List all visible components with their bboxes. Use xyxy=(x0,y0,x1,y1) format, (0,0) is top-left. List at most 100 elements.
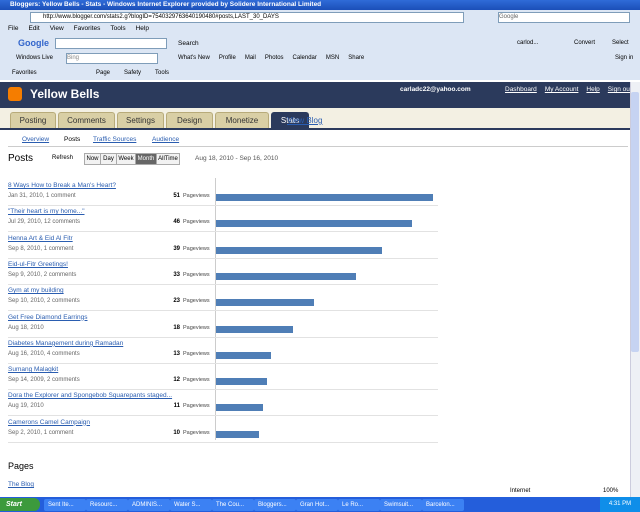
fav-item[interactable]: Tools xyxy=(155,70,170,76)
sign-in[interactable]: Sign in xyxy=(615,55,634,61)
pageview-unit: Pageviews xyxy=(183,245,210,252)
post-title[interactable]: "Their heart is my home..." xyxy=(8,208,85,216)
post-title[interactable]: 8 Ways How to Break a Man's Heart? xyxy=(8,182,116,189)
task-item[interactable]: Water S... xyxy=(170,499,212,511)
post-title[interactable]: Eid-ul-Fitr Greetings! xyxy=(8,260,68,268)
live-item[interactable]: Mail xyxy=(244,55,256,61)
post-title[interactable]: Get Free Diamond Earrings xyxy=(8,313,88,321)
pageview-count: 18 xyxy=(173,324,180,331)
menu-item[interactable]: Tools xyxy=(110,25,126,32)
row-rule xyxy=(8,257,438,259)
post-title[interactable]: Sumang Malagkit xyxy=(8,366,59,374)
favorites[interactable]: Favorites xyxy=(12,70,37,76)
bar xyxy=(216,194,433,201)
range-button[interactable]: Now xyxy=(84,153,101,165)
convert[interactable]: Convert xyxy=(574,40,596,46)
range-button[interactable]: Month xyxy=(135,153,157,165)
header-link[interactable]: My Account xyxy=(544,86,579,93)
tab[interactable]: Design xyxy=(166,112,213,128)
bar xyxy=(216,299,314,307)
task-item[interactable]: Bloggers... xyxy=(254,499,296,511)
range-button[interactable]: Day xyxy=(100,153,117,165)
window-title: Bloggers: Yellow Bells - Stats - Windows… xyxy=(10,1,322,8)
live-item[interactable]: Photos xyxy=(264,55,284,61)
bar xyxy=(216,378,267,386)
live-brand: Windows Live xyxy=(16,55,54,61)
user: carlod... xyxy=(517,40,539,46)
pageview-unit: Pageviews xyxy=(183,324,210,331)
tab[interactable]: Stats xyxy=(271,112,309,128)
tab[interactable]: Posting xyxy=(10,112,56,128)
chart-area xyxy=(215,178,438,440)
pageview-count: 39 xyxy=(173,245,180,252)
live-input[interactable]: Bing xyxy=(66,53,158,64)
live-item[interactable]: MSN xyxy=(325,55,340,61)
bar xyxy=(216,246,382,254)
view-blog[interactable]: View Blog xyxy=(287,116,323,125)
posts-heading: Posts xyxy=(8,153,34,164)
live-item[interactable]: Calendar xyxy=(292,55,317,61)
menu-item[interactable]: File xyxy=(8,25,19,32)
task-item[interactable]: The Cou... xyxy=(212,499,254,511)
search-box[interactable]: Google xyxy=(498,12,630,23)
task-item[interactable]: Sent Ite... xyxy=(44,499,86,511)
post-meta: Sep 10, 2010, 2 comments xyxy=(8,298,80,305)
pageview-unit: Pageviews xyxy=(183,403,210,410)
google-search[interactable]: Search xyxy=(178,40,199,47)
row-rule xyxy=(8,415,438,417)
fav-item[interactable]: Safety xyxy=(124,70,142,76)
header-link[interactable]: Dashboard xyxy=(505,86,537,93)
post-title[interactable]: Henna Art & Eid Al Fitr xyxy=(8,234,73,242)
tab[interactable]: Comments xyxy=(58,112,115,128)
pageview-count: 51 xyxy=(173,193,180,199)
pageview-unit: Pageviews xyxy=(183,298,210,305)
post-title[interactable]: Gym at my building xyxy=(8,287,64,295)
subtab[interactable]: Traffic Sources xyxy=(93,136,137,143)
scroll-thumb[interactable] xyxy=(631,92,639,352)
pageview-count: 12 xyxy=(173,377,180,384)
menu-item[interactable]: Help xyxy=(135,25,149,32)
address-bar[interactable]: http://www.blogger.com/stats2.g?blogID=7… xyxy=(30,12,464,23)
pageview-count: 23 xyxy=(173,298,180,305)
bar xyxy=(216,272,357,280)
task-item[interactable]: ADMINIS... xyxy=(128,499,170,511)
task-item[interactable]: Swimsuit... xyxy=(380,499,422,511)
live-item[interactable]: What's New xyxy=(178,55,210,61)
live-item[interactable]: Profile xyxy=(218,55,236,61)
live-item[interactable]: Share xyxy=(348,55,365,61)
date-range: Aug 18, 2010 - Sep 16, 2010 xyxy=(195,155,279,162)
header-link[interactable]: Sign out xyxy=(607,86,632,93)
subtab[interactable]: Audience xyxy=(152,136,180,143)
google-input[interactable] xyxy=(55,38,167,49)
pageview-unit: Pageviews xyxy=(183,377,210,384)
post-meta: Sep 8, 2010, 1 comment xyxy=(8,245,74,252)
task-item[interactable]: Resourc... xyxy=(86,499,128,511)
blog-name: Yellow Bells xyxy=(30,87,100,101)
task-item[interactable]: Barcelon... xyxy=(422,499,464,511)
post-title[interactable]: Diabetes Management during Ramadan xyxy=(8,339,124,347)
page-link[interactable]: The Blog xyxy=(8,481,35,488)
menu-item[interactable]: Favorites xyxy=(73,25,101,32)
post-meta: Aug 16, 2010, 4 comments xyxy=(8,350,80,357)
subtab[interactable]: Overview xyxy=(22,136,50,143)
pageview-count: 13 xyxy=(173,350,180,357)
header-link[interactable]: Help xyxy=(586,86,600,93)
subtab[interactable]: Posts xyxy=(64,136,81,143)
post-title[interactable]: Dora the Explorer and Spongebob Squarepa… xyxy=(8,392,173,400)
pageview-count: 10 xyxy=(173,429,180,436)
subtab-rule xyxy=(8,146,628,147)
task-item[interactable]: Le Ro... xyxy=(338,499,380,511)
menu-item[interactable]: View xyxy=(49,25,64,32)
bar xyxy=(216,404,263,412)
start-button[interactable]: Start xyxy=(0,498,40,511)
post-title[interactable]: Camerons Camel Campaign xyxy=(8,418,91,426)
range-button[interactable]: AllTime xyxy=(156,153,180,165)
fav-item[interactable]: Page xyxy=(96,70,111,76)
task-item[interactable]: Gran Hot... xyxy=(296,499,338,511)
range-button[interactable]: Week xyxy=(116,153,136,165)
tab[interactable]: Monetize xyxy=(215,112,269,128)
refresh[interactable]: Refresh xyxy=(52,155,74,161)
menu-item[interactable]: Edit xyxy=(28,25,40,32)
select[interactable]: Select xyxy=(612,40,629,46)
tab[interactable]: Settings xyxy=(117,112,164,128)
